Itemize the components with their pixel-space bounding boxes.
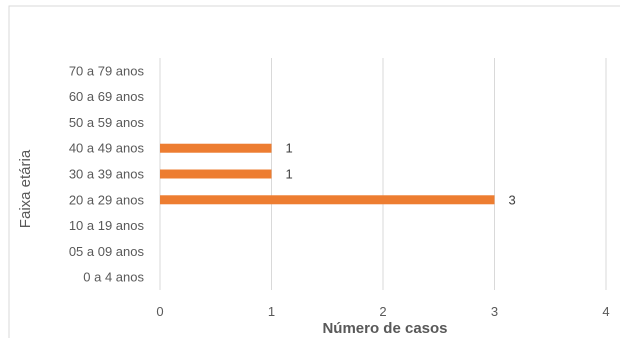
x-axis-title: Número de casos bbox=[322, 320, 447, 337]
y-tick-labels: 0 a 4 anos 05 a 09 anos 10 a 19 anos 20 a 2… bbox=[69, 63, 145, 284]
x-tick-label: 2 bbox=[379, 304, 386, 319]
y-tick-label: 60 a 69 anos bbox=[69, 89, 145, 104]
x-tick-labels: 0 1 2 3 4 bbox=[156, 304, 609, 319]
x-tick-label: 4 bbox=[602, 304, 609, 319]
y-tick-label: 70 a 79 anos bbox=[69, 63, 145, 78]
data-label: 1 bbox=[286, 141, 293, 156]
bars bbox=[160, 143, 495, 205]
data-label: 3 bbox=[509, 192, 516, 207]
bar bbox=[160, 195, 495, 205]
y-tick-label: 40 a 49 anos bbox=[69, 141, 145, 156]
y-axis-title: Faixa etária bbox=[17, 149, 34, 228]
y-tick-label: 50 a 59 anos bbox=[69, 115, 145, 130]
bar bbox=[160, 143, 272, 153]
bar bbox=[160, 169, 272, 179]
y-tick-label: 10 a 19 anos bbox=[69, 218, 145, 233]
data-labels: 3 1 1 bbox=[286, 141, 516, 208]
y-tick-label: 0 a 4 anos bbox=[83, 270, 144, 285]
y-tick-label: 20 a 29 anos bbox=[69, 192, 145, 207]
x-tick-label: 3 bbox=[491, 304, 498, 319]
chart-area bbox=[8, 5, 620, 338]
x-tick-label: 0 bbox=[156, 304, 163, 319]
y-tick-label: 05 a 09 anos bbox=[69, 244, 145, 259]
data-label: 1 bbox=[286, 167, 293, 182]
y-tick-label: 30 a 39 anos bbox=[69, 167, 145, 182]
x-tick-label: 1 bbox=[268, 304, 275, 319]
